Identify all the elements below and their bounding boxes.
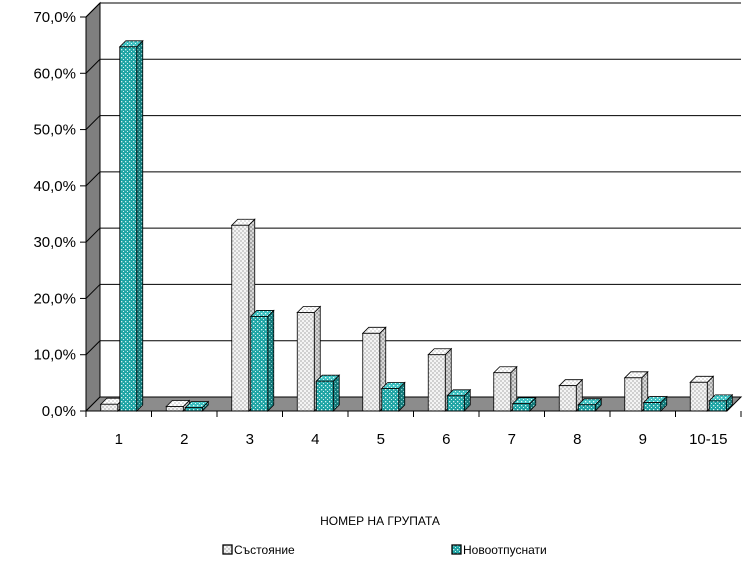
legend-item-series-1: Състояние: [222, 543, 295, 557]
chart-walls: [84, 1, 743, 413]
bar-front: [362, 332, 381, 412]
bar-front: [381, 388, 400, 412]
bar-front: [296, 312, 315, 412]
x-tick-label: 3: [246, 431, 254, 448]
bar-front: [231, 224, 250, 412]
bar: [642, 395, 668, 412]
bar: [511, 396, 537, 412]
bar-side: [267, 309, 275, 412]
y-tick-label: 50,0%: [33, 122, 76, 139]
bar-front: [512, 403, 531, 412]
bar-side: [136, 39, 144, 412]
bar-front: [250, 316, 269, 412]
x-tick-label: 1: [115, 431, 123, 448]
legend-swatch-series-2: [451, 544, 462, 555]
bar-front: [708, 400, 727, 412]
legend-label-series-2: Новоотпуснати: [463, 543, 547, 557]
legend-label-series-1: Състояние: [234, 543, 295, 557]
bar-front: [446, 395, 465, 412]
y-tick-label: 40,0%: [33, 178, 76, 195]
y-tick-label: 30,0%: [33, 234, 76, 251]
x-tick-label: 9: [639, 431, 647, 448]
gridline-diagonal: [85, 2, 101, 18]
bar-front: [624, 377, 643, 412]
side-wall: [85, 1, 101, 413]
bar-front: [577, 404, 596, 412]
bar: [165, 399, 191, 412]
gridline-diagonal: [85, 58, 101, 74]
gridline-diagonal: [85, 227, 101, 243]
x-tick-label: 5: [377, 431, 385, 448]
bar-front: [558, 385, 577, 412]
legend-swatch-series-1: [222, 544, 233, 555]
bar: [249, 309, 275, 412]
bar-front: [119, 46, 138, 412]
x-tick-label: 4: [311, 431, 319, 448]
gridline-diagonal: [85, 115, 101, 130]
bar-front: [689, 381, 708, 412]
y-tick-label: 0,0%: [42, 403, 76, 420]
bar: [492, 365, 518, 412]
x-axis-label: НОМЕР НА ГРУПАТА: [320, 514, 440, 528]
y-tick-label: 60,0%: [33, 65, 76, 82]
gridlines: [85, 2, 741, 356]
y-tick-label: 10,0%: [33, 347, 76, 364]
bar: [708, 393, 734, 412]
x-tick-label: 8: [573, 431, 581, 448]
x-tick-label: 10-15: [689, 431, 727, 448]
x-tick-label: 2: [180, 431, 188, 448]
y-tick-label: 20,0%: [33, 290, 76, 307]
bar: [558, 378, 584, 412]
x-tick-label: 7: [508, 431, 516, 448]
bar-front: [315, 380, 334, 412]
bar: [118, 39, 144, 412]
bar: [577, 397, 603, 412]
bar-front: [100, 403, 119, 412]
bar: [184, 400, 210, 412]
x-tick-label: 6: [442, 431, 450, 448]
bar: [427, 347, 453, 412]
gridline-diagonal: [85, 284, 101, 299]
bars: [99, 39, 734, 412]
legend: Състояние Новоотпуснати: [222, 543, 547, 557]
axes: 0,0% 10,0% 20,0% 30,0% 40,0% 50,0% 60,0% 70,0% 1…: [33, 9, 742, 448]
bar-front: [184, 407, 203, 412]
bar: [361, 326, 387, 412]
bar-front: [427, 354, 446, 412]
bar: [446, 388, 472, 412]
bar-front: [165, 406, 184, 412]
legend-item-series-2: Новоотпуснати: [451, 543, 547, 557]
bar: [380, 381, 406, 412]
bar: [315, 374, 341, 412]
bar-front: [493, 372, 512, 412]
bar-front: [643, 402, 662, 412]
y-tick-label: 70,0%: [33, 9, 76, 26]
gridline-diagonal: [85, 171, 101, 187]
gridline-diagonal: [85, 340, 101, 356]
